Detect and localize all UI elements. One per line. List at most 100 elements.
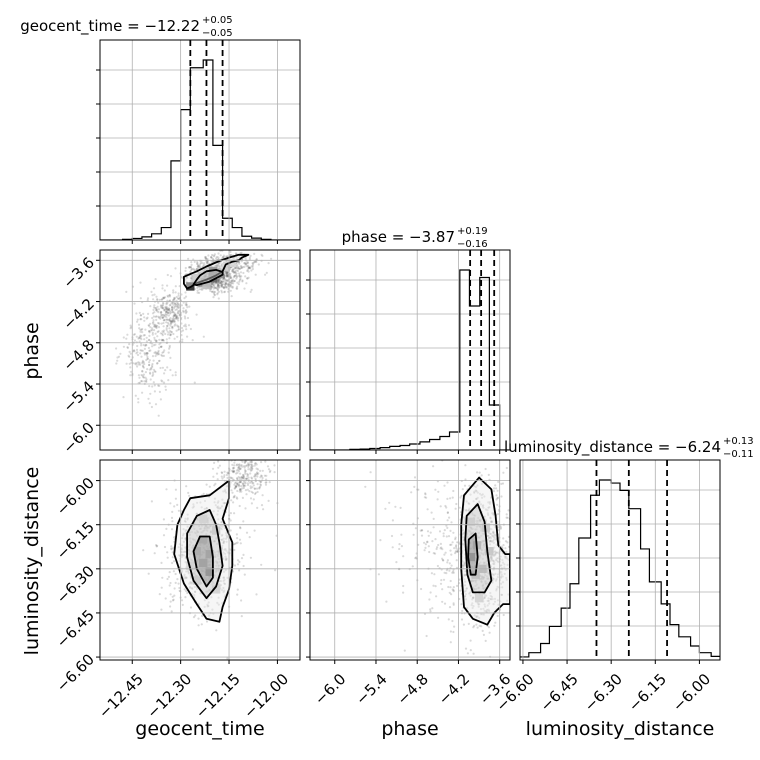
scatter-geocent-time-vs-phase-point xyxy=(229,289,232,292)
scatter-geocent-time-vs-luminosity-distance-point xyxy=(173,594,176,597)
scatter-phase-vs-luminosity-distance-point xyxy=(453,625,456,628)
scatter-geocent-time-vs-luminosity-distance-point xyxy=(245,477,249,480)
scatter-phase-vs-luminosity-distance-point xyxy=(466,652,469,655)
scatter-geocent-time-vs-luminosity-distance-point xyxy=(244,482,247,485)
scatter-geocent-time-vs-phase-point xyxy=(128,343,131,346)
scatter-geocent-time-vs-luminosity-distance-point xyxy=(195,532,198,535)
scatter-phase-vs-luminosity-distance-point xyxy=(484,582,487,585)
scatter-geocent-time-vs-phase-point xyxy=(229,250,232,253)
scatter-geocent-time-vs-phase-point xyxy=(144,376,147,379)
scatter-geocent-time-vs-phase-point xyxy=(143,334,146,337)
scatter-geocent-time-vs-phase-point xyxy=(154,370,157,373)
scatter-geocent-time-vs-luminosity-distance-point xyxy=(226,535,229,538)
scatter-geocent-time-vs-luminosity-distance-point xyxy=(221,589,224,592)
scatter-phase-vs-luminosity-distance-point xyxy=(454,552,457,555)
scatter-geocent-time-vs-phase-point xyxy=(204,275,207,278)
scatter-geocent-time-vs-phase-point xyxy=(141,349,144,352)
scatter-geocent-time-vs-luminosity-distance-point xyxy=(187,548,190,551)
scatter-geocent-time-vs-luminosity-distance-point xyxy=(180,548,183,551)
scatter-geocent-time-vs-luminosity-distance-point xyxy=(208,614,211,617)
scatter-geocent-time-vs-phase-point xyxy=(270,257,273,260)
scatter-geocent-time-vs-luminosity-distance-point xyxy=(232,470,236,473)
scatter-geocent-time-vs-luminosity-distance-point xyxy=(231,469,234,472)
hist-luminosity-distance-bar xyxy=(620,490,629,660)
scatter-phase-vs-luminosity-distance-point xyxy=(438,530,442,533)
scatter-geocent-time-vs-phase-point xyxy=(151,362,154,366)
scatter-geocent-time-vs-luminosity-distance-point xyxy=(206,590,209,593)
scatter-geocent-time-vs-luminosity-distance-point xyxy=(245,477,248,480)
scatter-geocent-time-vs-luminosity-distance-point xyxy=(195,529,199,532)
scatter-geocent-time-vs-phase-point xyxy=(150,368,153,371)
scatter-geocent-time-vs-phase-point xyxy=(226,271,229,274)
scatter-phase-vs-luminosity-distance-point xyxy=(462,623,465,626)
scatter-geocent-time-vs-phase-point xyxy=(140,379,143,383)
scatter-geocent-time-vs-luminosity-distance-point xyxy=(193,594,196,597)
scatter-geocent-time-vs-luminosity-distance-point xyxy=(273,464,276,467)
scatter-geocent-time-vs-phase-point xyxy=(160,311,163,314)
scatter-geocent-time-vs-phase-point xyxy=(157,326,161,329)
scatter-phase-vs-luminosity-distance-point xyxy=(500,593,503,596)
scatter-geocent-time-vs-phase-point xyxy=(177,316,180,319)
scatter-phase-vs-luminosity-distance-point xyxy=(474,564,477,567)
scatter-geocent-time-vs-phase-point xyxy=(146,357,149,360)
scatter-geocent-time-vs-phase-point xyxy=(220,281,223,284)
scatter-geocent-time-vs-phase-point xyxy=(150,405,153,409)
scatter-geocent-time-vs-luminosity-distance-point xyxy=(260,458,262,460)
scatter-phase-vs-luminosity-distance-point xyxy=(429,608,432,611)
scatter-geocent-time-vs-luminosity-distance-point xyxy=(161,576,164,579)
luminosity-distance-xtick-label: −6.30 xyxy=(581,670,626,715)
scatter-geocent-time-vs-phase-point xyxy=(217,262,220,265)
scatter-geocent-time-vs-luminosity-distance-point xyxy=(236,482,239,485)
scatter-phase-vs-luminosity-distance-point xyxy=(476,491,479,494)
scatter-geocent-time-vs-phase-point xyxy=(125,362,128,365)
scatter-geocent-time-vs-phase-point xyxy=(140,373,143,377)
scatter-geocent-time-vs-phase-point xyxy=(213,255,216,258)
scatter-geocent-time-vs-luminosity-distance-point xyxy=(190,552,194,555)
scatter-phase-vs-luminosity-distance-point xyxy=(481,557,484,561)
scatter-phase-vs-luminosity-distance-point xyxy=(501,558,504,562)
scatter-geocent-time-vs-luminosity-distance-point xyxy=(250,463,253,466)
scatter-geocent-time-vs-phase-point xyxy=(168,337,171,340)
scatter-geocent-time-vs-phase-point xyxy=(244,262,247,265)
scatter-geocent-time-vs-luminosity-distance-point xyxy=(213,540,216,543)
scatter-geocent-time-vs-luminosity-distance-point xyxy=(155,545,158,548)
scatter-geocent-time-vs-phase-point xyxy=(138,336,141,340)
scatter-phase-vs-luminosity-distance-point xyxy=(434,488,437,491)
scatter-geocent-time-vs-luminosity-distance-point xyxy=(231,477,234,480)
scatter-geocent-time-vs-phase-point xyxy=(220,284,224,287)
scatter-geocent-time-vs-phase-point xyxy=(218,279,221,282)
scatter-geocent-time-vs-luminosity-distance-point xyxy=(201,569,204,573)
scatter-geocent-time-vs-luminosity-distance-point xyxy=(204,579,207,582)
scatter-geocent-time-vs-luminosity-distance-point xyxy=(220,521,224,524)
scatter-geocent-time-vs-luminosity-distance-point xyxy=(238,560,241,564)
scatter-geocent-time-vs-phase-point xyxy=(161,354,164,358)
scatter-phase-vs-luminosity-distance-point xyxy=(458,578,461,581)
scatter-geocent-time-vs-phase-point xyxy=(145,353,148,356)
scatter-geocent-time-vs-phase-point xyxy=(162,319,165,322)
scatter-geocent-time-vs-luminosity-distance-point xyxy=(211,467,215,470)
scatter-geocent-time-vs-luminosity-distance-point xyxy=(240,615,243,618)
scatter-phase-vs-luminosity-distance-point xyxy=(496,496,500,499)
scatter-geocent-time-vs-phase-point xyxy=(238,279,241,282)
scatter-geocent-time-vs-phase-point xyxy=(162,350,165,354)
scatter-geocent-time-vs-phase-point xyxy=(230,281,233,284)
scatter-geocent-time-vs-phase-point xyxy=(175,308,178,311)
scatter-geocent-time-vs-phase-point xyxy=(164,314,167,317)
scatter-geocent-time-vs-luminosity-distance-point xyxy=(189,606,193,609)
scatter-geocent-time-vs-luminosity-distance-point xyxy=(186,591,189,595)
scatter-geocent-time-vs-luminosity-distance-point xyxy=(238,467,241,470)
scatter-geocent-time-vs-phase-point xyxy=(199,270,203,273)
hist-geocent-time xyxy=(100,40,300,240)
panels-layer: −6.60−6.45−6.30−6.15−6.00−6.0−5.4−4.8−4.… xyxy=(53,39,721,722)
scatter-geocent-time-vs-phase-point xyxy=(141,391,144,394)
scatter-geocent-time-vs-luminosity-distance-point xyxy=(262,508,265,511)
scatter-phase-vs-luminosity-distance-point xyxy=(489,594,492,598)
scatter-geocent-time-vs-phase-point xyxy=(136,353,140,357)
scatter-geocent-time-vs-phase-point xyxy=(171,306,174,309)
scatter-geocent-time-vs-phase-point xyxy=(215,255,219,259)
scatter-geocent-time-vs-phase-point xyxy=(225,275,228,278)
scatter-phase-vs-luminosity-distance-point xyxy=(442,578,446,581)
scatter-geocent-time-vs-luminosity-distance-point xyxy=(235,496,238,499)
scatter-phase-vs-luminosity-distance-point xyxy=(482,613,485,616)
scatter-phase-vs-luminosity-distance-point xyxy=(495,557,498,560)
